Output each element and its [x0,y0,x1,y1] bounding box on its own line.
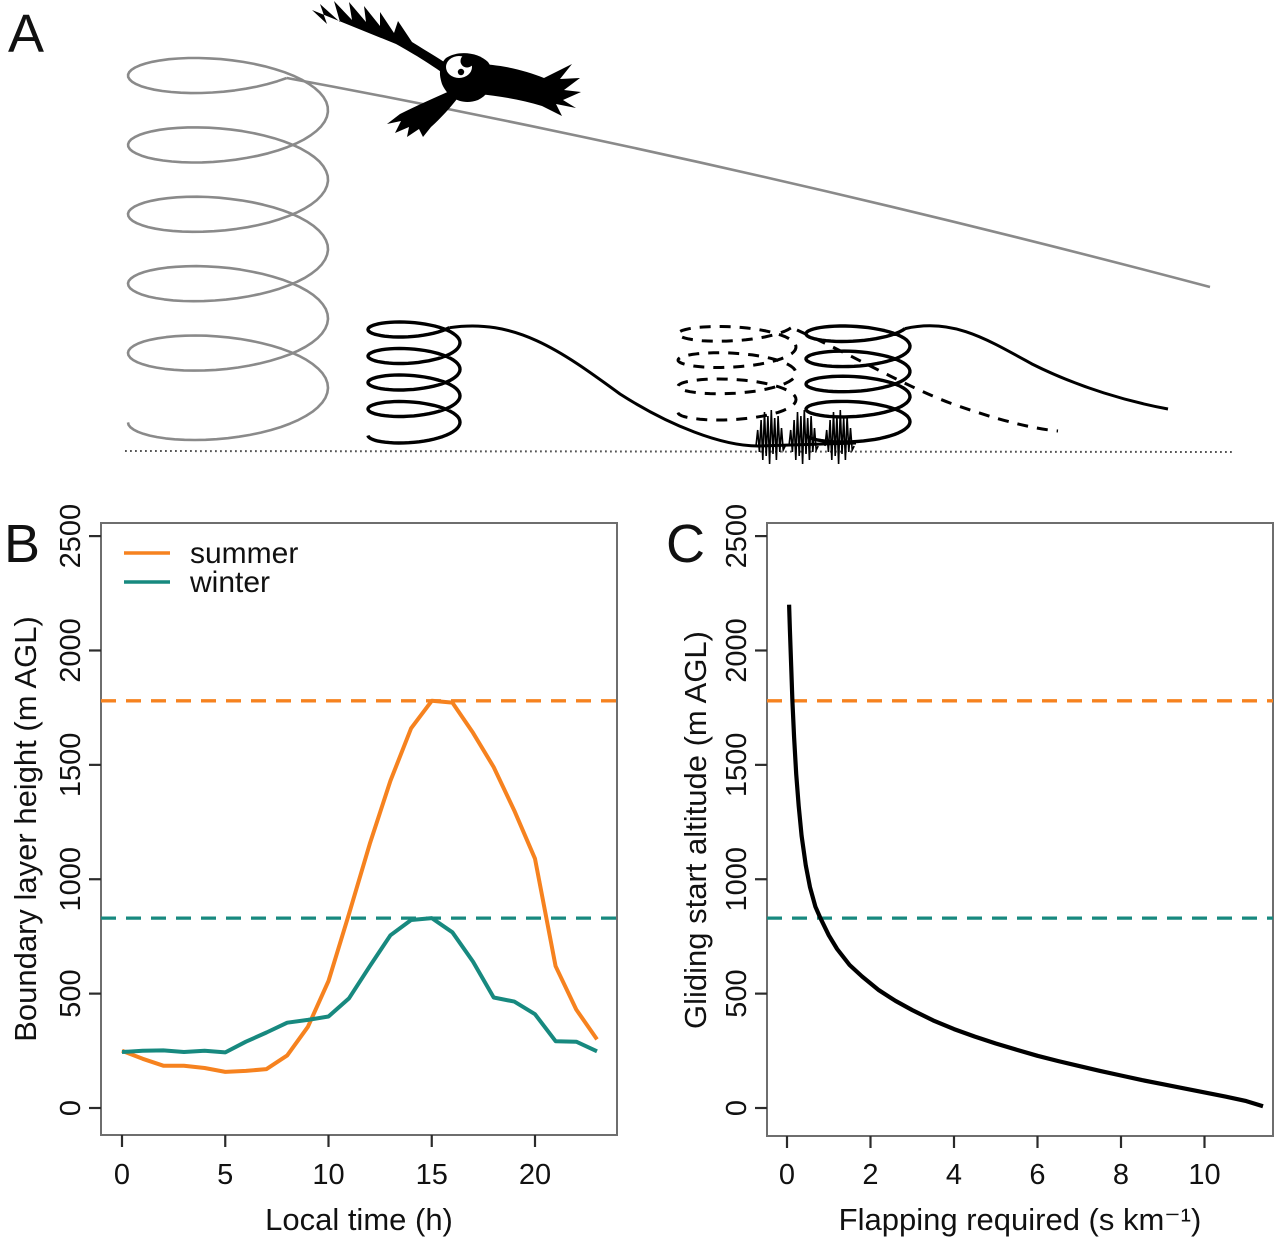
y-tick-label: 500 [55,969,87,1017]
x-tick-label: 15 [416,1159,448,1191]
panel-b-x-axis-label: Local time (h) [265,1202,453,1237]
thermal-spiral-gray [126,56,330,442]
x-tick-label: 10 [312,1159,344,1191]
glide-path-gray [286,76,1211,289]
legend-label-summer: summer [190,537,298,570]
y-tick-label: 0 [55,1100,87,1116]
y-tick-label: 2000 [55,618,87,683]
y-tick-label: 2000 [721,618,753,683]
x-tick-label: 5 [217,1159,233,1191]
panel-b-y-axis-label: Boundary layer height (m AGL) [8,616,43,1042]
panel-label-a: A [8,4,44,64]
x-tick-label: 10 [1188,1159,1220,1191]
glide-path-solid-1 [449,324,857,448]
condor-beak [471,55,482,66]
panel-label-b: B [4,514,40,574]
legend-label-winter: winter [189,566,270,599]
condor-tail [387,90,457,137]
y-tick-label: 1000 [55,847,87,912]
panel-b-plot-box [100,522,618,1136]
y-tick-label: 2500 [55,504,87,569]
y-tick-label: 1500 [721,733,753,798]
thermal-spiral-solid-2 [804,324,912,444]
panel-c-plot-box [766,522,1274,1137]
panel-a-flight-diagram [124,1,1233,465]
flapping-burst-1 [755,409,786,465]
condor-right-wing [474,64,581,116]
panel-b-chart: 0 5 10 15 20 0 500 1000 1500 2000 2500 [55,504,618,1191]
condor-left-wing [312,1,458,84]
series-line-flap-glide-trade-off [787,604,1264,1109]
thermal-spiral-solid-1 [366,320,462,445]
x-tick-label: 6 [1029,1159,1045,1191]
x-tick-label: 2 [862,1159,878,1191]
y-tick-label: 1500 [55,733,87,798]
thermal-spiral-dashed [676,323,798,422]
x-tick-label: 0 [114,1159,130,1191]
panel-label-c: C [666,514,705,574]
condor-ruff-mark [457,68,465,76]
glide-path-solid-2 [904,324,1169,411]
panel-c-x-axis-label: Flapping required (s km⁻¹) [839,1202,1202,1237]
x-tick-label: 0 [779,1159,795,1191]
x-tick-label: 8 [1113,1159,1129,1191]
series-line-summer [121,698,599,1074]
panel-c-chart: 0 2 4 6 8 10 0 500 1000 1500 2000 2500 [721,504,1274,1191]
series-line-winter [121,916,598,1055]
panel-c-y-axis-label: Gliding start altitude (m AGL) [678,631,713,1029]
flapping-burst-3 [824,409,855,465]
ground-line [124,450,1233,453]
condor-icon [312,1,581,137]
x-tick-label: 4 [946,1159,962,1191]
flapping-burst-2 [788,409,819,465]
x-tick-label: 20 [519,1159,551,1191]
y-tick-label: 2500 [721,504,753,569]
y-tick-label: 500 [721,969,753,1017]
y-tick-label: 0 [721,1100,753,1116]
y-tick-label: 1000 [721,847,753,912]
condor-head [460,54,474,68]
